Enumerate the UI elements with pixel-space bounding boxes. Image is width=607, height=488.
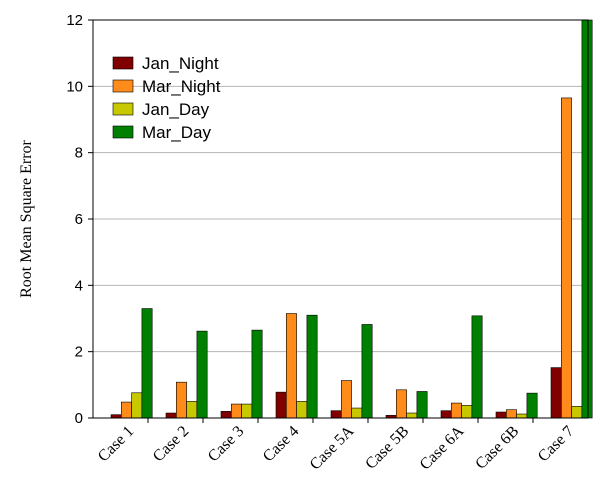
bar [306,314,318,419]
legend-label: Mar_Night [142,77,221,96]
bar [516,413,528,419]
legend-swatch [112,56,134,70]
bar [440,410,452,419]
bar [141,308,153,419]
bar [231,403,242,419]
bar [406,412,418,419]
bar [176,381,187,419]
y-tick-label: 6 [75,211,83,228]
bar [351,407,363,419]
x-tick-label: Case 4 [260,423,303,466]
axes [88,19,589,423]
x-tick-label: Case 7 [535,423,578,466]
x-tick-label: Case 5A [307,422,358,473]
bar [571,406,583,419]
legend-swatch [112,79,134,93]
bar [285,313,297,419]
x-tick-label: Case 6B [472,423,522,473]
x-tick-label: Case 3 [205,423,248,466]
y-tick-label: 10 [66,78,83,95]
plot-frame [92,19,589,419]
bar [340,380,352,419]
bar [330,410,342,419]
legend-swatch [112,125,134,139]
bar [550,367,562,419]
bar [196,330,208,419]
bar [395,389,407,419]
y-tick-label: 12 [66,12,83,29]
bar [186,401,198,419]
legend-label: Jan_Night [142,54,219,73]
bar [526,392,538,419]
bar [471,315,483,419]
bar [220,411,232,419]
legend: Jan_Night Mar_Night Jan_Day Mar_Day [112,54,221,142]
y-tick-labels: 0 2 4 6 8 10 12 [66,12,83,427]
x-tick-label: Case 1 [95,423,138,466]
x-tick-label: Case 2 [150,423,193,466]
bar [560,97,572,419]
y-axis-label: Root Mean Square Error [18,139,35,297]
bar [121,401,132,419]
x-tick-label: Case 5B [362,423,412,473]
bar [416,391,428,419]
bar [251,329,263,419]
bar [450,402,462,419]
legend-swatch [112,102,134,116]
y-tick-label: 2 [75,344,83,361]
bar [461,405,473,419]
y-tick-label: 0 [75,410,83,427]
legend-label: Jan_Day [142,100,210,119]
bar [241,403,253,419]
bar [275,391,287,419]
y-tick-label: 4 [75,277,83,294]
x-tick-label: Case 6A [417,422,468,473]
bar [131,392,143,419]
legend-label: Mar_Day [142,123,211,142]
bar [296,401,308,419]
bar [581,19,593,419]
y-tick-label: 8 [75,145,83,162]
bar [361,324,373,419]
x-tick-labels: Case 1 Case 2 Case 3 Case 4 Case 5A Case 5B Ca… [95,422,578,473]
bar [165,412,177,419]
bar [495,411,507,419]
bar [505,409,517,419]
